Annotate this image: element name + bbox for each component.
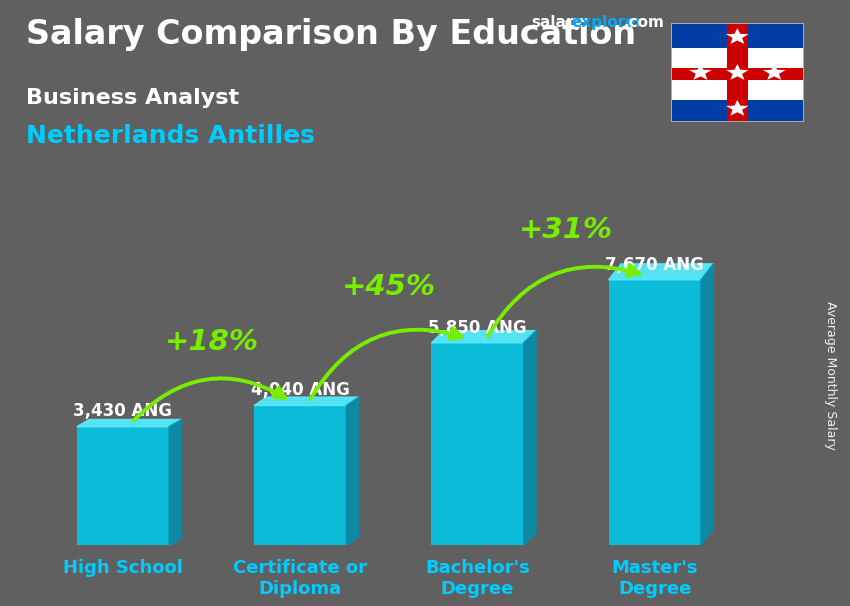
Bar (76, 427, 169, 545)
Bar (254, 405, 346, 545)
Text: explorer: explorer (571, 15, 643, 30)
Text: Salary Comparison By Education: Salary Comparison By Education (26, 18, 636, 51)
Polygon shape (524, 331, 536, 545)
Polygon shape (701, 264, 713, 545)
Polygon shape (726, 100, 749, 116)
Polygon shape (76, 419, 182, 427)
Text: 7,670 ANG: 7,670 ANG (605, 256, 704, 273)
Text: +31%: +31% (519, 216, 613, 244)
Bar (672, 48, 803, 68)
Text: salary: salary (531, 15, 584, 30)
Polygon shape (432, 331, 536, 343)
Polygon shape (609, 264, 713, 280)
Text: Average Monthly Salary: Average Monthly Salary (824, 301, 837, 450)
Polygon shape (169, 419, 182, 545)
Polygon shape (726, 64, 749, 80)
Bar (432, 343, 524, 545)
Text: +45%: +45% (342, 273, 436, 302)
Bar (609, 280, 701, 545)
Bar (727, 24, 748, 121)
Polygon shape (763, 64, 785, 80)
Bar (672, 100, 803, 121)
Text: 4,040 ANG: 4,040 ANG (251, 381, 349, 399)
Polygon shape (254, 397, 359, 405)
Polygon shape (726, 28, 749, 44)
Polygon shape (346, 397, 359, 545)
Bar (672, 24, 803, 48)
Text: 3,430 ANG: 3,430 ANG (73, 402, 173, 421)
Text: +18%: +18% (165, 328, 258, 356)
Text: .com: .com (623, 15, 664, 30)
Polygon shape (689, 64, 711, 80)
Text: Business Analyst: Business Analyst (26, 88, 239, 108)
Bar (672, 81, 803, 100)
Text: 5,850 ANG: 5,850 ANG (428, 319, 527, 336)
Bar (672, 68, 803, 81)
Text: Netherlands Antilles: Netherlands Antilles (26, 124, 314, 148)
